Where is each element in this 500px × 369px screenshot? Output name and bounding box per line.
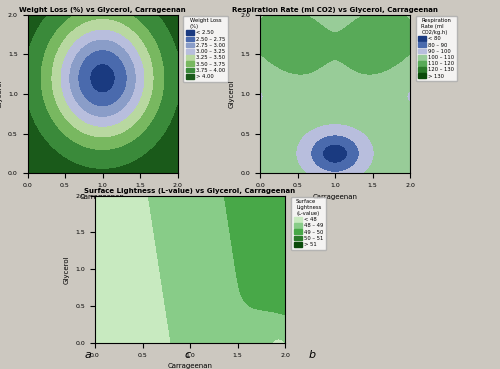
Y-axis label: Glycerol: Glycerol	[0, 80, 2, 108]
Legend: < 2.50, 2.50 – 2.75, 2.75 – 3.00, 3.00 – 3.25, 3.25 – 3.50, 3.50 – 3.75, 3.75 – : < 2.50, 2.50 – 2.75, 2.75 – 3.00, 3.00 –…	[183, 16, 228, 82]
Legend: < 80, 80 – 90, 90 – 100, 100 – 110, 110 – 120, 120 – 130, > 130: < 80, 80 – 90, 90 – 100, 100 – 110, 110 …	[416, 16, 457, 81]
X-axis label: Carrageenan: Carrageenan	[312, 194, 358, 200]
Y-axis label: Glycerol: Glycerol	[64, 255, 70, 284]
Title: Weight Loss (%) vs Glycerol, Carrageenan: Weight Loss (%) vs Glycerol, Carrageenan	[19, 7, 186, 13]
X-axis label: Carrageenan: Carrageenan	[168, 363, 212, 369]
Text: c: c	[184, 350, 190, 360]
Y-axis label: Glycerol: Glycerol	[229, 80, 235, 108]
X-axis label: Carrageenan: Carrageenan	[80, 194, 125, 200]
Text: b: b	[309, 350, 316, 360]
Title: Surface Lightness (L-value) vs Glycerol, Carrageenan: Surface Lightness (L-value) vs Glycerol,…	[84, 188, 296, 194]
Title: Respiration Rate (ml CO2) vs Glycerol, Carrageenan: Respiration Rate (ml CO2) vs Glycerol, C…	[232, 7, 438, 13]
Legend: < 48, 48 – 49, 49 – 50, 50 – 51, > 51: < 48, 48 – 49, 49 – 50, 50 – 51, > 51	[292, 197, 326, 250]
Text: a: a	[84, 350, 91, 360]
